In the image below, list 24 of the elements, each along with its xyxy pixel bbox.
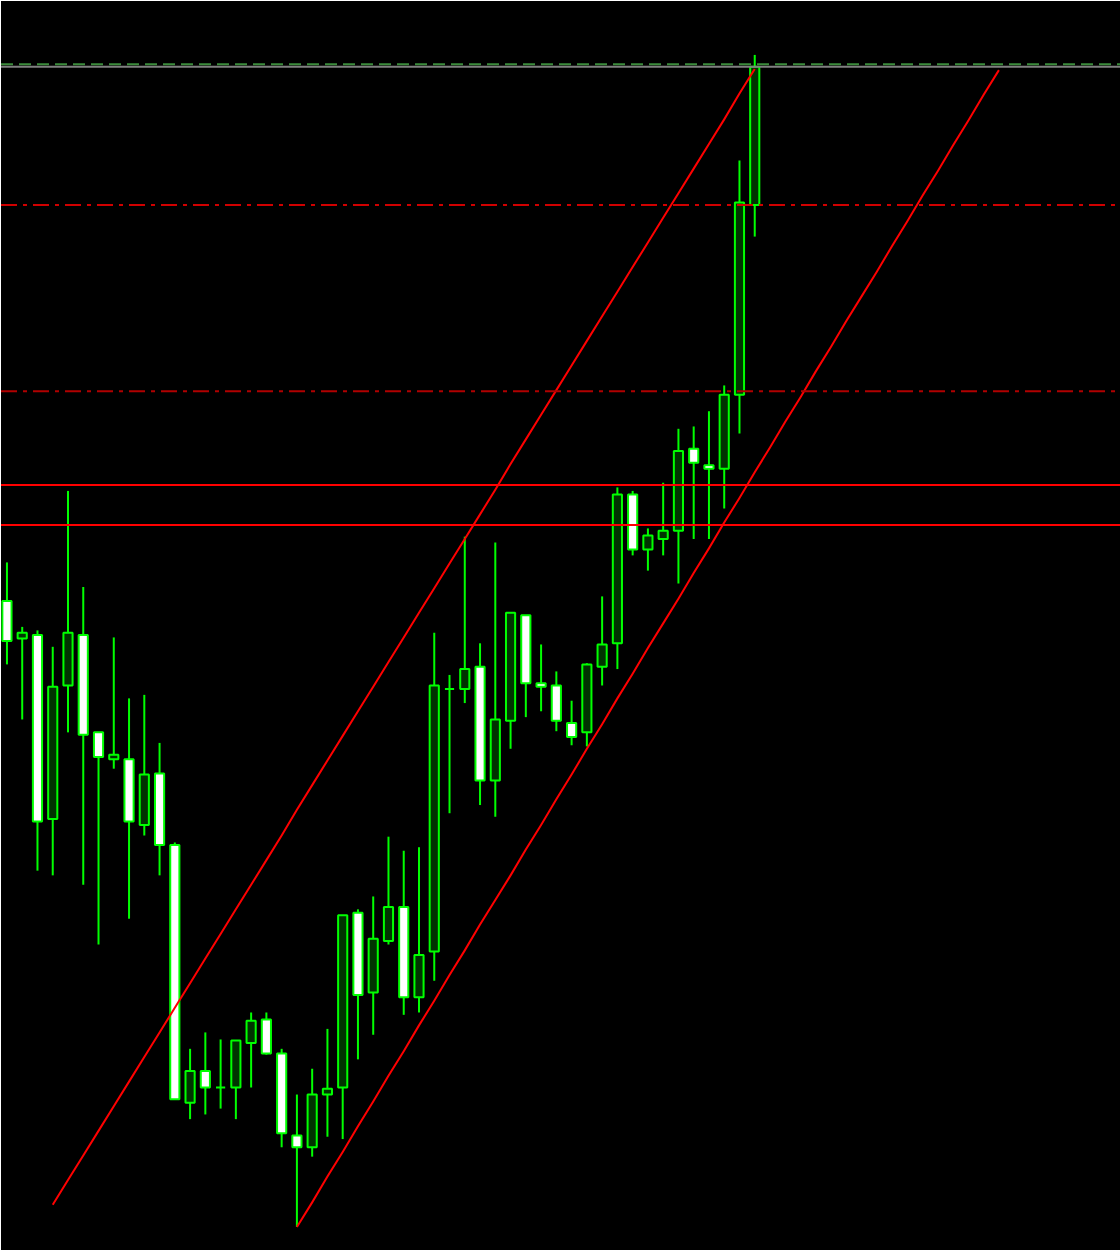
candlestick bbox=[459, 535, 471, 705]
candlestick bbox=[245, 1011, 257, 1089]
candlestick bbox=[199, 1031, 211, 1116]
candlestick bbox=[443, 673, 456, 815]
candlestick bbox=[291, 1093, 303, 1228]
candlestick bbox=[215, 1038, 227, 1110]
candlestick bbox=[550, 670, 562, 733]
candlestick bbox=[108, 636, 120, 770]
candlestick bbox=[657, 481, 669, 557]
candlestick bbox=[642, 527, 654, 572]
candlestick bbox=[92, 731, 105, 946]
candlestick bbox=[260, 1011, 272, 1056]
candlestick bbox=[230, 1039, 242, 1121]
candlestick bbox=[413, 846, 425, 1014]
candlestick bbox=[535, 643, 547, 713]
candlestick bbox=[703, 410, 715, 540]
candlestick bbox=[596, 595, 608, 687]
candlestick bbox=[1, 561, 13, 666]
candlestick bbox=[184, 1047, 196, 1121]
candlestick bbox=[321, 1027, 334, 1138]
candlestick bbox=[566, 699, 578, 747]
candlestick bbox=[382, 835, 395, 946]
candlestick bbox=[688, 425, 700, 540]
candlestick bbox=[16, 625, 28, 721]
